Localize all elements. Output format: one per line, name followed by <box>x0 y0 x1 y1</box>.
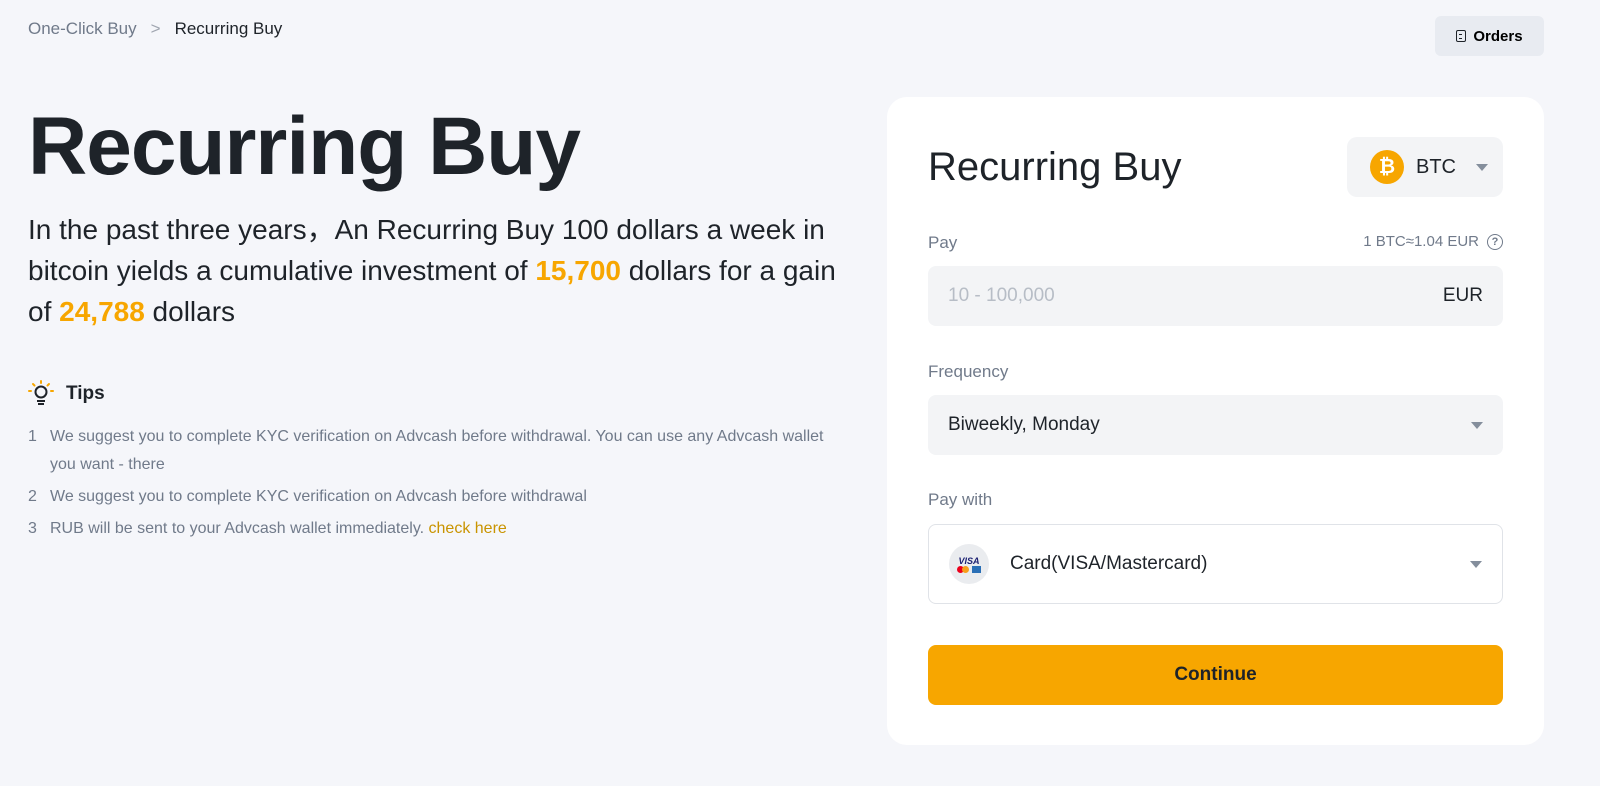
document-icon <box>1456 30 1467 42</box>
tips-list: 1 We suggest you to complete KYC verifica… <box>28 423 828 547</box>
caret-down-icon <box>1471 421 1483 429</box>
breadcrumb: One-Click Buy > Recurring Buy <box>28 19 282 39</box>
pay-amount-input[interactable]: 10 - 100,000 EUR <box>928 266 1503 326</box>
lightbulb-icon <box>28 380 54 405</box>
check-here-link[interactable]: check here <box>428 520 507 537</box>
card-brands-icon: VISA <box>949 544 989 584</box>
subtitle-text: dollars for a gain of <box>28 255 836 327</box>
coin-label: BTC <box>1416 155 1456 178</box>
frequency-label: Frequency <box>928 362 1009 381</box>
help-icon[interactable]: ? <box>1487 233 1503 250</box>
caret-down-icon <box>1476 163 1488 171</box>
recurring-buy-card: Recurring Buy ₿ BTC Pay 1 BTC≈1.04 EUR? … <box>887 97 1544 745</box>
chevron-right-icon: > <box>150 19 161 38</box>
visa-text: VISA <box>958 555 980 566</box>
payment-method-value: Card(VISA/Mastercard) <box>1010 553 1208 574</box>
tip-text: We suggest you to complete KYC verificat… <box>50 428 824 473</box>
frequency-value: Biweekly, Monday <box>948 414 1100 435</box>
pay-with-label: Pay with <box>928 490 993 509</box>
breadcrumb-current: Recurring Buy <box>174 19 283 38</box>
continue-button[interactable]: Continue <box>928 645 1503 705</box>
investment-amount: 15,700 <box>535 255 621 286</box>
gain-amount: 24,788 <box>59 296 145 327</box>
orders-label: Orders <box>1473 27 1523 45</box>
tip-item: 1 We suggest you to complete KYC verifica… <box>28 423 828 479</box>
subtitle-text: In the past three years，An Recurring Buy… <box>28 214 825 286</box>
tip-item: 3 RUB will be sent to your Advcash wallet… <box>28 515 828 543</box>
frequency-select[interactable]: Biweekly, Monday <box>928 395 1503 455</box>
subtitle-text: dollars <box>144 296 236 327</box>
tip-number: 3 <box>28 520 37 537</box>
tips-title: Tips <box>66 383 105 404</box>
bitcoin-icon: ₿ <box>1370 150 1404 184</box>
payment-method-select[interactable]: VISA Card(VISA/Mastercard) <box>928 524 1503 604</box>
pay-currency: EUR <box>1442 285 1483 306</box>
breadcrumb-one-click-buy[interactable]: One-Click Buy <box>28 19 137 38</box>
tips-header: Tips <box>28 380 105 408</box>
tip-item: 2 We suggest you to complete KYC verifica… <box>28 483 828 511</box>
tip-text: We suggest you to complete KYC verificat… <box>50 488 587 505</box>
page-title: Recurring Buy <box>28 101 581 192</box>
hero-subtitle: In the past three years，An Recurring Buy… <box>28 209 848 332</box>
rate-text: 1 BTC≈1.04 EUR <box>1363 233 1479 250</box>
card-title: Recurring Buy <box>928 145 1182 189</box>
orders-button[interactable]: Orders <box>1435 16 1544 56</box>
caret-down-icon <box>1470 560 1482 568</box>
pay-placeholder: 10 - 100,000 <box>948 285 1055 306</box>
tip-number: 2 <box>28 488 37 505</box>
tip-text: RUB will be sent to your Advcash wallet … <box>50 520 429 537</box>
exchange-rate: 1 BTC≈1.04 EUR? <box>1363 233 1503 250</box>
pay-label: Pay <box>928 233 958 252</box>
coin-selector[interactable]: ₿ BTC <box>1347 137 1503 197</box>
tip-number: 1 <box>28 428 37 445</box>
